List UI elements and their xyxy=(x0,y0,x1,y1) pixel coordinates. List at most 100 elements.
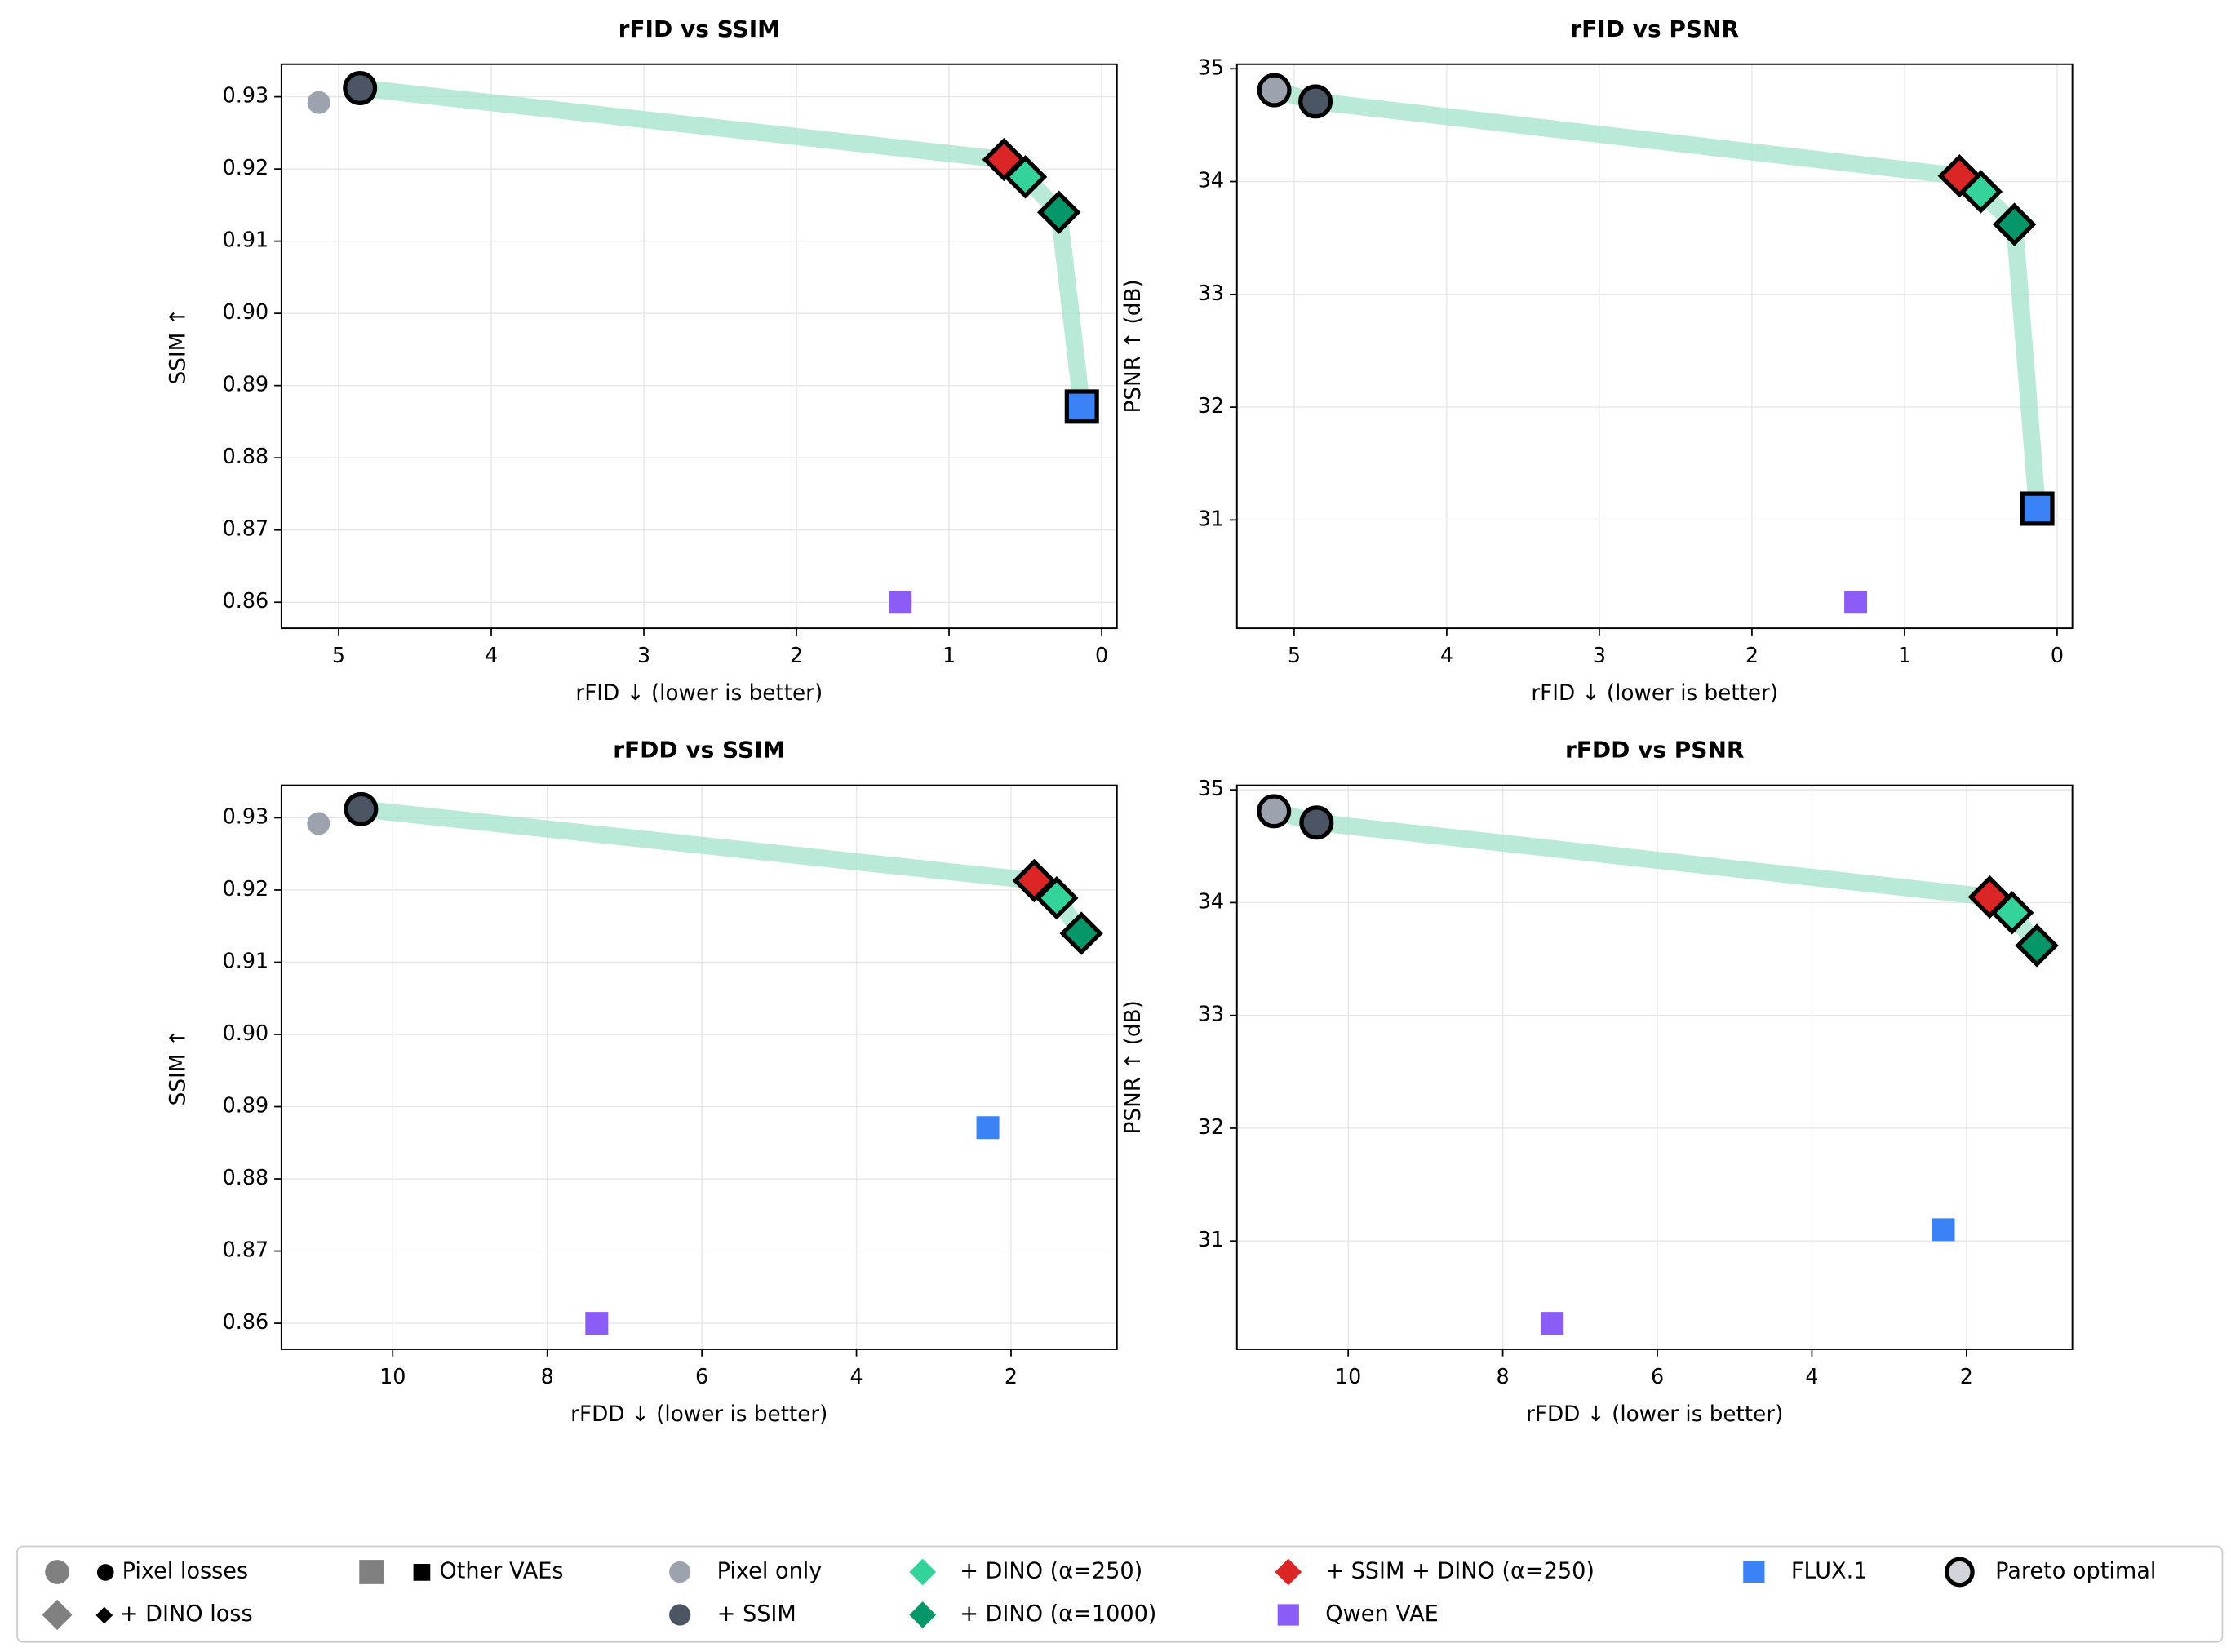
x-tick-label: 3 xyxy=(1593,643,1606,667)
x-tick-label: 3 xyxy=(637,643,650,667)
y-tick-label: 35 xyxy=(1198,55,1224,79)
legend-marker xyxy=(669,1604,691,1626)
x-axis-label: rFDD ↓ (lower is better) xyxy=(570,1402,827,1427)
legend-marker xyxy=(359,1560,384,1584)
legend-label: ■ Other VAEs xyxy=(411,1558,563,1583)
x-tick-label: 0 xyxy=(1095,643,1108,667)
x-tick-label: 4 xyxy=(485,643,498,667)
legend-label: Qwen VAE xyxy=(1325,1601,1438,1627)
y-tick-label: 0.90 xyxy=(223,299,268,324)
x-axis-label: rFDD ↓ (lower is better) xyxy=(1526,1402,1783,1427)
x-tick-label: 10 xyxy=(1335,1364,1361,1388)
legend-label: FLUX.1 xyxy=(1791,1558,1868,1583)
x-tick-label: 8 xyxy=(541,1364,554,1388)
pareto-frontier xyxy=(1271,82,2047,510)
y-tick-label: 0.93 xyxy=(223,804,268,828)
y-tick-label: 32 xyxy=(1198,393,1224,418)
y-tick-label: 0.92 xyxy=(223,876,268,901)
data-point xyxy=(1541,1312,1564,1335)
pareto-frontier xyxy=(360,800,1089,939)
data-point xyxy=(1844,591,1868,614)
data-point xyxy=(1932,1218,1955,1242)
x-tick-label: 8 xyxy=(1497,1364,1510,1388)
plot-frame xyxy=(1235,784,2074,1350)
legend-label: ● Pixel losses xyxy=(95,1558,248,1583)
y-tick-label: 0.88 xyxy=(223,444,268,468)
data-point xyxy=(1257,73,1292,108)
data-point xyxy=(1992,202,2037,246)
legend-label: Pixel only xyxy=(717,1558,823,1583)
chart-title: rFDD vs SSIM xyxy=(613,737,785,764)
data-point xyxy=(2015,923,2059,968)
x-tick-label: 5 xyxy=(1288,643,1301,667)
legend-label: + DINO (α=1000) xyxy=(960,1601,1156,1627)
chart-title: rFID vs SSIM xyxy=(619,16,780,42)
data-point xyxy=(1064,389,1099,424)
data-point xyxy=(343,71,378,105)
legend-marker xyxy=(1277,1604,1299,1626)
y-tick-label: 0.91 xyxy=(223,948,268,972)
x-tick-label: 2 xyxy=(1960,1364,1973,1388)
data-point xyxy=(344,791,379,826)
x-tick-label: 1 xyxy=(1898,643,1911,667)
plot-frame xyxy=(280,63,1118,630)
data-point xyxy=(1059,911,1103,955)
x-tick-label: 6 xyxy=(695,1364,708,1388)
chart-title: rFID vs PSNR xyxy=(1570,16,1739,42)
x-tick-label: 4 xyxy=(849,1364,863,1388)
y-tick-label: 0.86 xyxy=(223,588,268,613)
x-tick-label: 1 xyxy=(943,643,956,667)
legend-label: Pareto optimal xyxy=(1995,1558,2156,1583)
y-tick-label: 34 xyxy=(1198,888,1224,913)
x-tick-label: 5 xyxy=(332,643,345,667)
y-tick-label: 0.93 xyxy=(223,83,268,108)
data-point xyxy=(1012,858,1057,903)
legend-marker xyxy=(45,1560,69,1584)
data-point xyxy=(1299,805,1334,840)
y-tick-label: 0.92 xyxy=(223,155,268,179)
x-axis-label: rFID ↓ (lower is better) xyxy=(1531,681,1778,706)
y-tick-label: 34 xyxy=(1198,168,1224,193)
data-point xyxy=(1967,875,2011,919)
x-axis-label: rFID ↓ (lower is better) xyxy=(575,681,823,706)
plot-frame xyxy=(1235,63,2074,630)
y-axis-label: SSIM ↑ xyxy=(166,308,190,384)
data-point xyxy=(2020,491,2055,526)
data-point xyxy=(1037,190,1081,234)
data-point xyxy=(1937,153,1981,198)
x-tick-label: 2 xyxy=(1745,643,1759,667)
data-point xyxy=(1298,84,1333,119)
y-axis-label: PSNR ↑ (dB) xyxy=(1121,1000,1146,1134)
y-tick-label: 0.91 xyxy=(223,228,268,252)
x-tick-label: 10 xyxy=(379,1364,406,1388)
y-tick-label: 33 xyxy=(1198,1002,1224,1026)
y-tick-label: 31 xyxy=(1198,1227,1224,1251)
x-tick-label: 2 xyxy=(790,643,803,667)
data-point xyxy=(889,591,912,614)
y-tick-label: 0.87 xyxy=(223,1238,268,1262)
legend-label: + SSIM xyxy=(717,1601,796,1627)
plot-frame xyxy=(280,784,1118,1350)
y-tick-label: 0.88 xyxy=(223,1165,268,1189)
legend-marker xyxy=(1945,1557,1975,1588)
legend-marker xyxy=(42,1599,73,1631)
legend-label: + SSIM + DINO (α=250) xyxy=(1325,1558,1595,1583)
legend-marker xyxy=(1743,1561,1765,1583)
pareto-frontier xyxy=(359,79,1091,408)
y-tick-label: 32 xyxy=(1198,1114,1224,1139)
x-tick-label: 4 xyxy=(1440,643,1453,667)
x-tick-label: 0 xyxy=(2051,643,2064,667)
y-tick-label: 0.86 xyxy=(223,1309,268,1334)
data-point xyxy=(976,1116,1000,1140)
legend-box xyxy=(16,1545,2224,1643)
chart-title: rFDD vs PSNR xyxy=(1565,737,1745,764)
legend-marker xyxy=(669,1561,691,1583)
data-point xyxy=(982,137,1027,182)
data-point xyxy=(1257,794,1292,829)
x-tick-label: 4 xyxy=(1805,1364,1818,1388)
legend-label: ◆ + DINO loss xyxy=(95,1601,252,1627)
y-tick-label: 35 xyxy=(1198,776,1224,800)
pareto-frontier xyxy=(1271,803,2044,951)
